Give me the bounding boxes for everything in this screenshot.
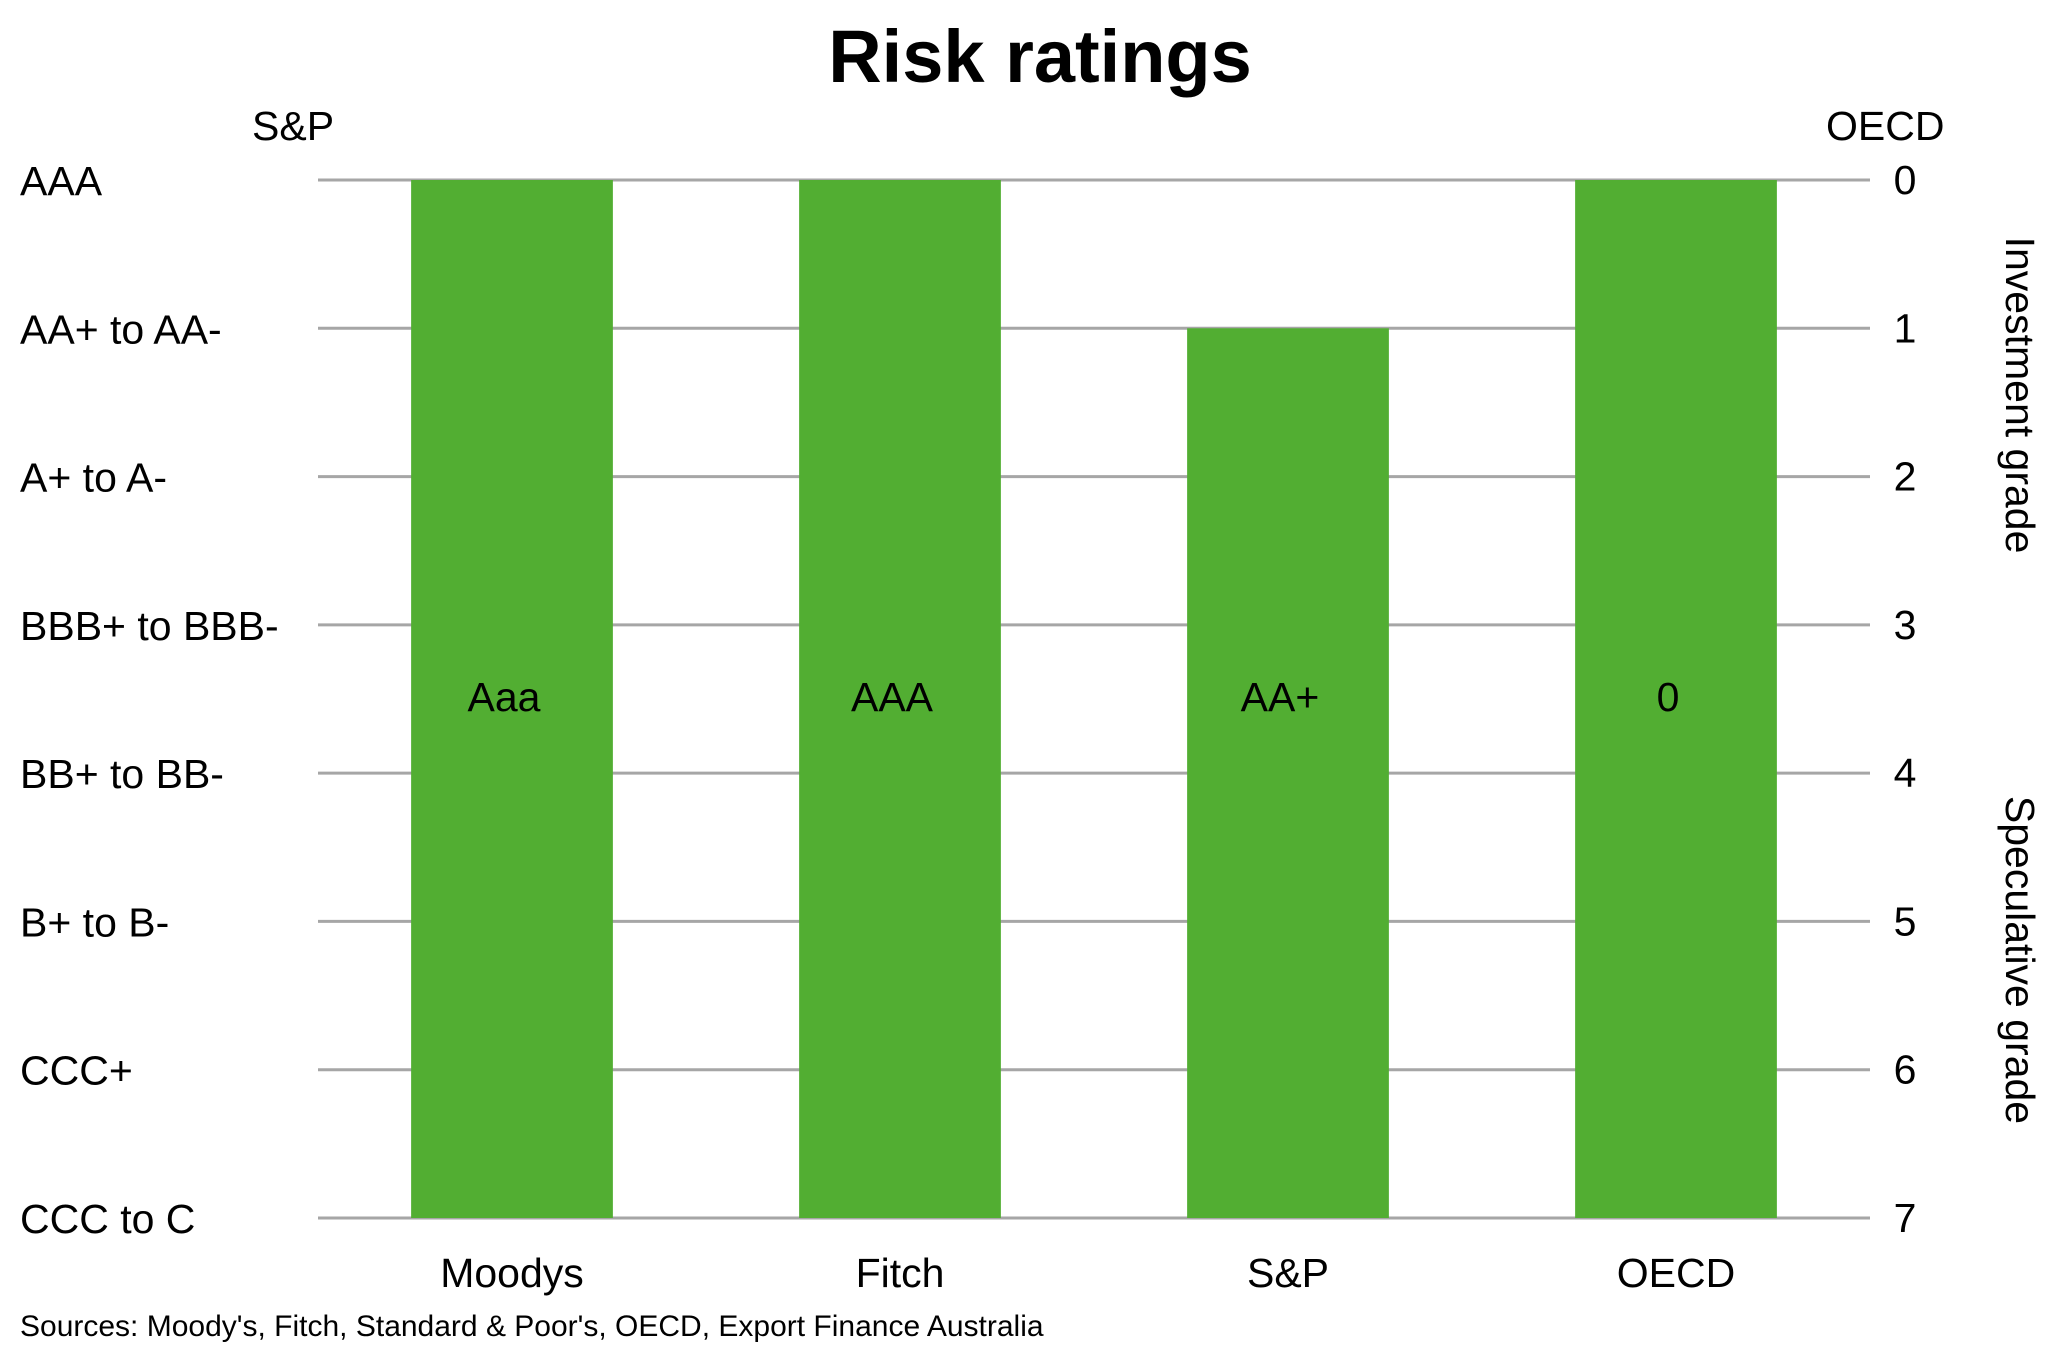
left-tick-label: AA+ to AA- — [20, 306, 222, 352]
bar — [1575, 180, 1777, 1218]
bars: Aaa AAA AA+ 0 — [411, 180, 1777, 1218]
left-tick-label: B+ to B- — [20, 899, 169, 945]
category-label: OECD — [1617, 1250, 1735, 1296]
right-axis-title: OECD — [1826, 103, 1944, 149]
left-tick-label: AAA — [20, 158, 103, 204]
right-tick-label: 5 — [1894, 898, 1917, 944]
category-label: Moodys — [440, 1250, 584, 1296]
investment-grade-label: Investment grade — [1997, 237, 2043, 554]
left-axis-title: S&P — [252, 103, 334, 149]
bar-value-label: Aaa — [468, 674, 541, 720]
category-label: Fitch — [856, 1250, 945, 1296]
right-tick-label: 0 — [1894, 157, 1917, 203]
category-labels: Moodys Fitch S&P OECD — [440, 1250, 1735, 1296]
category-label: S&P — [1247, 1250, 1329, 1296]
left-tick-label: BB+ to BB- — [20, 751, 224, 797]
bar-value-label: AA+ — [1241, 674, 1320, 720]
left-tick-label: CCC+ — [20, 1048, 133, 1094]
right-tick-label: 6 — [1894, 1047, 1917, 1093]
chart-title: Risk ratings — [828, 15, 1252, 98]
left-tick-label: CCC to C — [20, 1196, 195, 1242]
right-tick-label: 1 — [1894, 305, 1917, 351]
bar — [799, 180, 1001, 1218]
bar-value-label: AAA — [851, 674, 934, 720]
speculative-grade-label: Speculative grade — [1997, 796, 2043, 1124]
right-tick-label: 4 — [1894, 750, 1917, 796]
right-tick-labels: 0 1 2 3 4 5 6 7 — [1894, 157, 1917, 1241]
left-tick-label: BBB+ to BBB- — [20, 603, 279, 649]
right-tick-label: 3 — [1894, 602, 1917, 648]
source-note: Sources: Moody's, Fitch, Standard & Poor… — [20, 1310, 1044, 1343]
left-tick-labels: AAA AA+ to AA- A+ to A- BBB+ to BBB- BB+ to … — [20, 158, 279, 1242]
left-tick-label: A+ to A- — [20, 455, 167, 501]
bar — [1187, 328, 1389, 1218]
right-tick-label: 2 — [1894, 454, 1917, 500]
bar — [411, 180, 613, 1218]
right-tick-label: 7 — [1894, 1195, 1917, 1241]
bar-value-label: 0 — [1657, 674, 1680, 720]
